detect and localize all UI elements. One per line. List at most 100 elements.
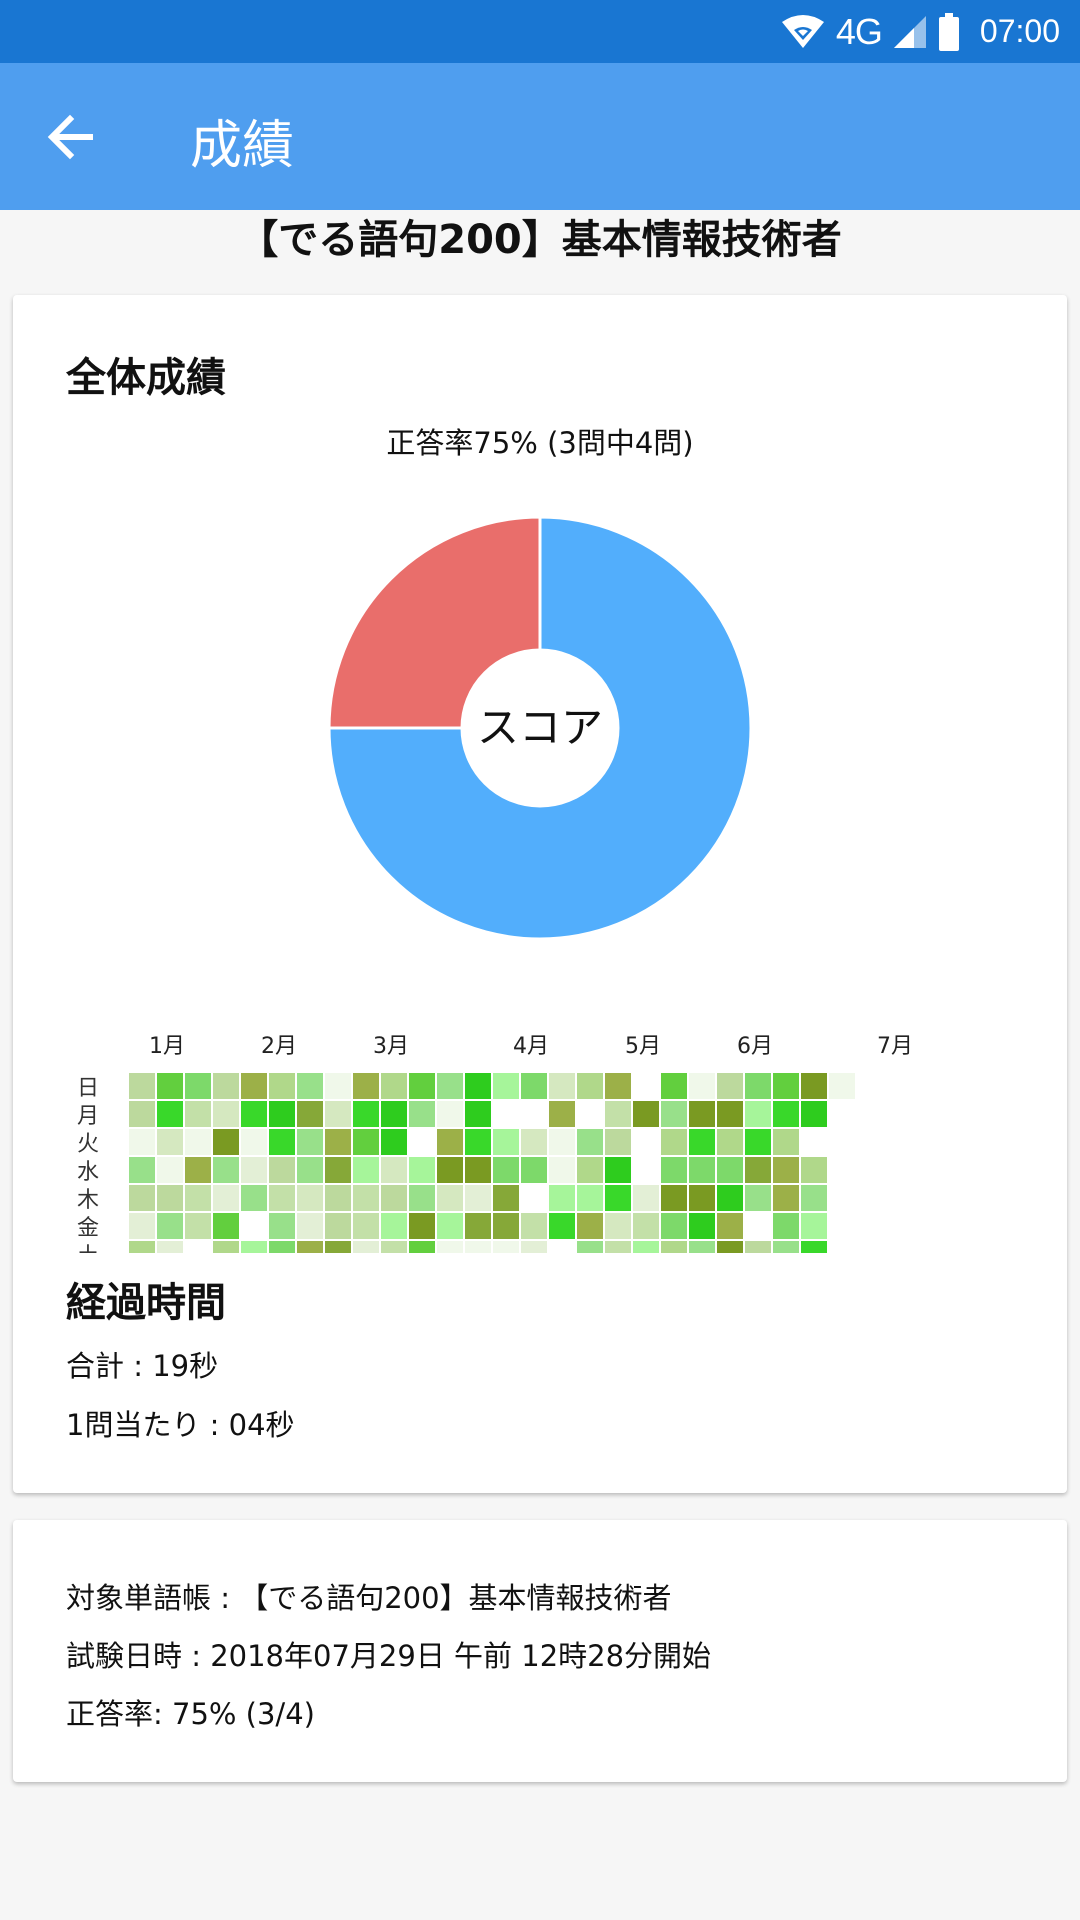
heatmap-cell [185,1213,211,1239]
heatmap-cell [213,1073,239,1099]
heatmap-cell [689,1101,715,1127]
heatmap-cell [325,1129,351,1155]
heatmap-cell [773,1213,799,1239]
heatmap-cell [493,1129,519,1155]
heatmap-cell [325,1213,351,1239]
heatmap-cell [605,1129,631,1155]
arrow-back-icon[interactable] [40,107,100,167]
heatmap-cell [185,1185,211,1211]
heatmap-cell [353,1073,379,1099]
heatmap-cell [325,1241,351,1253]
heatmap-cell [297,1185,323,1211]
heatmap-cell [269,1129,295,1155]
heatmap-cell [801,1185,827,1211]
heatmap-cell [353,1241,379,1253]
heatmap-cell [773,1241,799,1253]
heatmap-cell [745,1241,771,1253]
total-time: 合計 : 19秒 [66,1349,219,1383]
heatmap-cell [269,1101,295,1127]
heatmap-cell [605,1101,631,1127]
heatmap-cell [465,1213,491,1239]
heatmap-cell [241,1213,267,1239]
heatmap-cell [353,1157,379,1183]
app-bar: 成績 [0,63,1080,210]
heatmap-weekday-label: 金 [77,1216,99,1241]
heatmap-cell [717,1213,743,1239]
heatmap-cell [157,1157,183,1183]
heatmap-cell [241,1185,267,1211]
heatmap-weekday-label: 日 [77,1076,99,1101]
heatmap-weekday-label: 火 [77,1132,99,1157]
heatmap-cell [521,1073,547,1099]
elapsed-time-heading: 経過時間 [66,1280,226,1326]
heatmap-cell [409,1129,435,1155]
heatmap-cell [409,1157,435,1183]
heatmap-cell [689,1213,715,1239]
heatmap-cell [717,1101,743,1127]
heatmap-cell [409,1101,435,1127]
heatmap-weekday-label: 水 [77,1160,99,1185]
heatmap-cell [745,1101,771,1127]
heatmap-cell [773,1129,799,1155]
heatmap-cell [241,1129,267,1155]
heatmap-cell [521,1241,547,1253]
heatmap-cell [297,1157,323,1183]
heatmap-cell [773,1101,799,1127]
signal-icon [893,15,926,48]
heatmap-cell [689,1157,715,1183]
heatmap-cell [661,1101,687,1127]
heatmap-cell [381,1213,407,1239]
heatmap-cell [325,1185,351,1211]
heatmap-cell [465,1157,491,1183]
heatmap-month-label: 6月 [737,1034,773,1059]
heatmap-cell [297,1073,323,1099]
chart-title: 正答率75% (3問中4問) [386,426,694,460]
heatmap-cell [381,1101,407,1127]
heatmap-cell [661,1185,687,1211]
heatmap-cell [661,1213,687,1239]
heatmap-cell [605,1157,631,1183]
heatmap-cell [297,1213,323,1239]
heatmap-cell [297,1129,323,1155]
heatmap-cell [689,1241,715,1253]
target-book: 対象単語帳 : 【でる語句200】基本情報技術者 [66,1581,672,1615]
heatmap-cell [717,1241,743,1253]
heatmap-cell [773,1157,799,1183]
pie-slice-不正解 [327,515,542,730]
book-title: 【でる語句200】基本情報技術者 [238,217,842,263]
heatmap-cell [549,1129,575,1155]
heatmap-month-label: 4月 [513,1034,549,1059]
heatmap-cell [717,1157,743,1183]
heatmap-cell [297,1241,323,1253]
heatmap-cell [129,1101,155,1127]
heatmap-cell [241,1241,267,1253]
exam-details-card: 対象単語帳 : 【でる語句200】基本情報技術者 試験日時 : 2018年07月… [13,1520,1067,1782]
heatmap-cell [661,1129,687,1155]
heatmap-month-label: 1月 [149,1034,185,1059]
heatmap-cell [353,1213,379,1239]
heatmap-cell [633,1129,659,1155]
activity-heatmap: 1月 2月 3月 4月 5月 6月 7月日月火水木金土 [77,1034,913,1253]
heatmap-cell [325,1073,351,1099]
network-type: 4G [835,10,883,52]
heatmap-cell [297,1101,323,1127]
heatmap-cell [661,1241,687,1253]
heatmap-cell [353,1185,379,1211]
heatmap-cell [801,1129,827,1155]
heatmap-cell [381,1241,407,1253]
heatmap-cell [717,1129,743,1155]
heatmap-cell [129,1073,155,1099]
heatmap-cell [577,1073,603,1099]
heatmap-cell [493,1157,519,1183]
heatmap-cell [185,1129,211,1155]
heatmap-cell [269,1213,295,1239]
heatmap-cell [213,1157,239,1183]
heatmap-cell [409,1185,435,1211]
heatmap-cell [185,1073,211,1099]
heatmap-cell [521,1157,547,1183]
heatmap-cell [185,1101,211,1127]
heatmap-cell [605,1073,631,1099]
heatmap-month-label: 5月 [625,1034,661,1059]
heatmap-cell [773,1185,799,1211]
heatmap-cell [437,1241,463,1253]
